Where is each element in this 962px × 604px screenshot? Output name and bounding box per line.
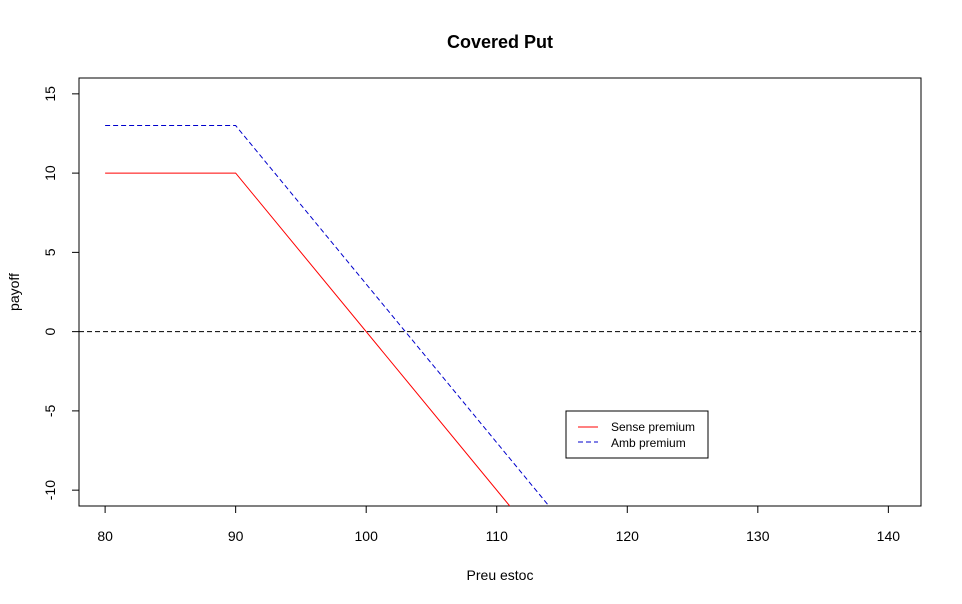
y-tick-label-15: 15 xyxy=(42,86,58,102)
y-tick-label--5: -5 xyxy=(42,404,58,417)
series-lines xyxy=(105,125,550,506)
series-line-sense-premium xyxy=(105,172,511,506)
legend-label-sense-premium: Sense premium xyxy=(611,420,695,434)
x-tick-label-80: 80 xyxy=(97,528,113,544)
y-tick-label--10: -10 xyxy=(42,480,58,500)
x-tick-label-110: 110 xyxy=(486,528,509,544)
legend-box xyxy=(565,410,709,459)
y-axis-label: payoff xyxy=(6,273,22,311)
y-tick-label-5: 5 xyxy=(42,248,58,256)
x-tick-label-90: 90 xyxy=(228,528,244,544)
y-tick-label-10: 10 xyxy=(42,165,58,181)
legend-label-amb-premium: Amb premium xyxy=(611,436,686,450)
x-tick-label-120: 120 xyxy=(616,528,640,544)
x-tick-label-100: 100 xyxy=(355,528,379,544)
legend: Sense premium Amb premium xyxy=(565,410,709,459)
x-axis-label: Preu estoc xyxy=(467,567,534,583)
y-axis: -10 -5 0 5 10 15 xyxy=(42,86,80,500)
chart-title: Covered Put xyxy=(447,32,553,52)
plot-frame xyxy=(78,77,922,507)
x-tick-label-130: 130 xyxy=(746,528,770,544)
y-tick-label-0: 0 xyxy=(42,328,58,336)
x-axis: 80 90 100 110 120 130 140 xyxy=(97,505,901,544)
series-line-amb-premium xyxy=(105,125,550,506)
x-tick-label-140: 140 xyxy=(877,528,901,544)
